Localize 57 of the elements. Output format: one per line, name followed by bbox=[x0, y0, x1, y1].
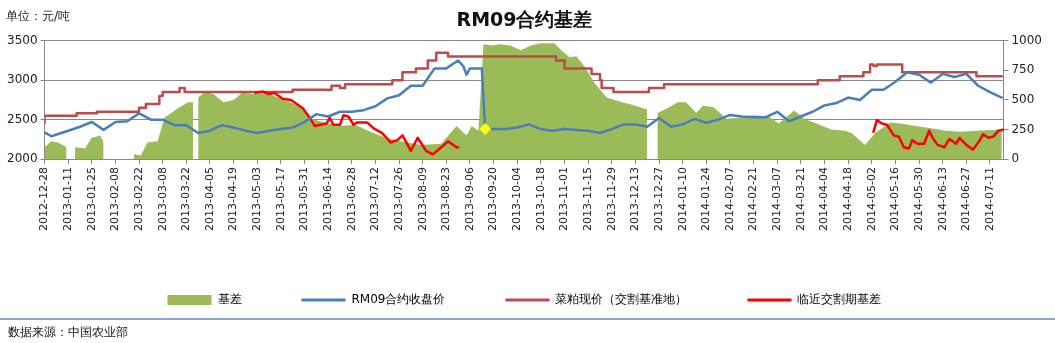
x-tick-label: 2014-03-07 bbox=[770, 167, 784, 232]
x-tick-label: 2012-12-28 bbox=[37, 167, 51, 232]
x-tick-label: 2013-03-08 bbox=[155, 167, 169, 232]
x-tick-label: 2013-07-12 bbox=[368, 167, 382, 232]
x-tick-label: 2013-05-17 bbox=[273, 167, 287, 232]
y2-tick-label: 500 bbox=[1011, 92, 1035, 107]
x-tick-label: 2013-04-05 bbox=[202, 167, 216, 232]
x-tick-label: 2013-01-11 bbox=[61, 167, 75, 232]
x-tick-label: 2013-10-18 bbox=[533, 167, 547, 232]
x-tick-label: 2013-09-06 bbox=[462, 167, 476, 232]
legend-label: RM09合约收盘价 bbox=[351, 292, 446, 307]
x-tick-label: 2013-11-29 bbox=[604, 167, 618, 232]
legend-label: 临近交割期基差 bbox=[797, 292, 882, 307]
x-tick-label: 2014-05-02 bbox=[864, 167, 878, 232]
x-tick-label: 2014-02-07 bbox=[722, 167, 736, 232]
x-tick-label: 2013-06-14 bbox=[321, 167, 335, 232]
x-tick-label: 2013-08-23 bbox=[439, 167, 453, 232]
x-tick-label: 2013-09-20 bbox=[486, 167, 500, 232]
x-tick-label: 2014-06-27 bbox=[959, 167, 973, 232]
x-tick-label: 2013-02-08 bbox=[108, 167, 122, 232]
y2-tick-label: 250 bbox=[1011, 121, 1035, 136]
x-tick-label: 2013-07-26 bbox=[391, 167, 405, 232]
x-tick-label: 2014-01-24 bbox=[699, 167, 713, 232]
x-tick-label: 2013-08-09 bbox=[415, 167, 429, 232]
x-tick-label: 2013-04-19 bbox=[226, 167, 240, 232]
x-tick-label: 2014-03-21 bbox=[793, 167, 807, 232]
y-tick-label: 2000 bbox=[6, 151, 38, 166]
x-tick-label: 2014-05-30 bbox=[911, 167, 925, 232]
x-tick-label: 2013-06-28 bbox=[344, 167, 358, 232]
x-tick-label: 2014-05-16 bbox=[888, 167, 902, 232]
y-tick-label: 3000 bbox=[6, 72, 38, 87]
x-tick-label: 2013-12-27 bbox=[651, 167, 665, 232]
x-tick-label: 2013-12-13 bbox=[628, 167, 642, 232]
x-tick-label: 2014-06-13 bbox=[935, 167, 949, 232]
y2-tick-label: 750 bbox=[1011, 62, 1035, 77]
x-tick-label: 2013-03-22 bbox=[179, 167, 193, 232]
y-tick-label: 3500 bbox=[6, 32, 38, 47]
y2-tick-label: 1000 bbox=[1011, 32, 1043, 47]
x-tick-label: 2013-11-15 bbox=[581, 167, 595, 232]
x-tick-label: 2014-07-11 bbox=[982, 167, 996, 232]
chart-title: RM09合约基差 bbox=[456, 8, 593, 31]
x-tick-label: 2013-05-03 bbox=[250, 167, 264, 232]
x-tick-label: 2013-11-01 bbox=[557, 167, 571, 232]
x-tick-label: 2014-02-21 bbox=[746, 167, 760, 232]
x-tick-label: 2013-05-31 bbox=[297, 167, 311, 232]
y-tick-label: 2500 bbox=[6, 111, 38, 126]
x-tick-label: 2013-10-04 bbox=[510, 167, 524, 232]
x-tick-label: 2013-01-25 bbox=[84, 167, 98, 232]
x-tick-label: 2014-04-18 bbox=[841, 167, 854, 232]
x-tick-label: 2013-02-22 bbox=[131, 167, 145, 232]
legend-label: 菜粕现价（交割基准地） bbox=[555, 292, 688, 307]
y-axis-title: 单位：元/吨 bbox=[6, 8, 71, 25]
source-note: 数据来源：中国农业部 bbox=[0, 318, 1055, 343]
legend-label: 基差 bbox=[217, 292, 242, 307]
x-tick-label: 2014-04-04 bbox=[817, 167, 831, 232]
x-tick-label: 2014-01-10 bbox=[675, 167, 689, 232]
y2-tick-label: 0 bbox=[1011, 151, 1020, 166]
